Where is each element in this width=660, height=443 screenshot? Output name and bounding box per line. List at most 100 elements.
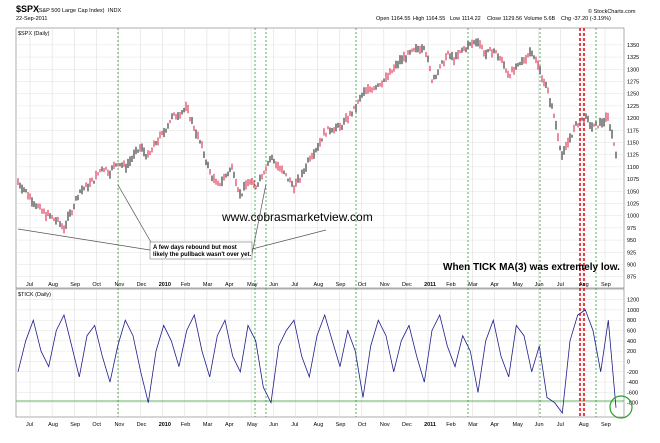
ohlc-stats: Open 1164.55 High 1164.55 Low 1114.22 Close… xyxy=(376,16,611,22)
x-tick-label: Feb xyxy=(446,422,455,428)
date-label: 22-Sep-2011 xyxy=(16,16,47,22)
callout-pointer xyxy=(17,228,151,251)
y-tick-label: 400 xyxy=(627,339,636,345)
y-tick-label: -400 xyxy=(627,380,638,386)
y-tick-label: 1250 xyxy=(627,92,639,98)
x-tick-label: Jun xyxy=(269,282,278,288)
x-tick-label: Apr xyxy=(490,282,499,288)
y-tick-label: -800 xyxy=(627,401,638,407)
y-tick-label: 1100 xyxy=(627,165,639,171)
x-tick-label: Aug xyxy=(48,282,58,288)
y-tick-label: 950 xyxy=(627,238,636,244)
stat-open: Open 1164.55 xyxy=(376,16,410,22)
y-tick-label: 800 xyxy=(627,318,636,324)
y-tick-label: 1225 xyxy=(627,104,639,110)
x-tick-label: Mar xyxy=(468,422,478,428)
y-tick-label: 1125 xyxy=(627,153,639,159)
exchange: INDX xyxy=(108,8,121,14)
x-tick-label: Nov xyxy=(380,422,390,428)
x-tick-label: May xyxy=(513,422,524,428)
y-axis: 875 900 925 950 975 1000 1025 1050 1075 1100 1125 1… xyxy=(627,43,639,407)
y-tick-label: 1325 xyxy=(627,55,639,61)
tick-panel-label: $TICK (Daily) xyxy=(18,292,51,298)
x-tick-label: Sep xyxy=(336,422,346,428)
y-tick-label: 1000 xyxy=(627,214,639,220)
y-tick-label: 1200 xyxy=(627,298,639,304)
y-tick-label: 925 xyxy=(627,250,636,256)
x-tick-label: Feb xyxy=(446,282,455,288)
y-tick-label: 600 xyxy=(627,329,636,335)
tick-series xyxy=(17,309,617,415)
stat-close: Close 1129.56 xyxy=(487,16,522,22)
y-tick-label: 1275 xyxy=(627,79,639,85)
x-tick-label: Aug xyxy=(314,422,324,428)
x-tick-label: Jun xyxy=(535,282,544,288)
x-tick-label: Nov xyxy=(114,422,124,428)
x-tick-label: May xyxy=(247,422,258,428)
callout: A few days rebound but most likely the p… xyxy=(17,183,327,260)
x-tick-label: Apr xyxy=(225,282,234,288)
x-tick-label: Dec xyxy=(402,282,412,288)
x-tick-label: Dec xyxy=(402,422,412,428)
y-tick-label: -600 xyxy=(627,390,638,396)
x-tick-label: Jun xyxy=(535,422,544,428)
x-tick-label: Apr xyxy=(225,422,234,428)
x-tick-label: Sep xyxy=(601,422,611,428)
price-panel-label: $SPX (Daily) xyxy=(18,31,50,37)
x-tick-label: 2011 xyxy=(424,422,436,428)
x-tick-label: Nov xyxy=(380,282,390,288)
x-tick-label: Apr xyxy=(490,422,499,428)
x-tick-label: Feb xyxy=(181,422,190,428)
x-tick-label: Sep xyxy=(336,282,346,288)
y-tick-label: 875 xyxy=(627,275,636,281)
x-tick-label: Sep xyxy=(70,422,80,428)
x-tick-label: Oct xyxy=(358,282,367,288)
x-tick-label: Oct xyxy=(92,282,101,288)
x-tick-label: Jul xyxy=(557,422,564,428)
x-tick-label: May xyxy=(513,282,524,288)
y-tick-label: 0 xyxy=(627,359,630,365)
x-tick-label: Mar xyxy=(468,282,478,288)
grid xyxy=(16,28,624,417)
x-tick-label: 2011 xyxy=(424,282,436,288)
x-tick-label: 2010 xyxy=(159,282,171,288)
symbol-name: (S&P 500 Large Cap Index) xyxy=(37,8,105,14)
x-axis: Jul Jul Aug Aug Sep Sep Oct Oct Nov Nov Dec Dec 2010… xyxy=(26,282,611,428)
tick-line xyxy=(17,309,617,415)
x-tick-label: Jul xyxy=(26,282,33,288)
site-watermark: www.cobrasmarketview.com xyxy=(221,210,373,224)
x-tick-label: Jul xyxy=(557,282,564,288)
x-tick-label: Mar xyxy=(203,282,213,288)
x-tick-label: Sep xyxy=(70,282,80,288)
y-tick-label: 1150 xyxy=(627,140,639,146)
x-tick-label: Aug xyxy=(314,282,324,288)
y-tick-label: 200 xyxy=(627,349,636,355)
y-tick-label: 1025 xyxy=(627,201,639,207)
price-panel xyxy=(15,27,625,289)
callout-line-1: A few days rebound but most xyxy=(153,245,237,251)
x-tick-label: Jul xyxy=(291,422,298,428)
x-tick-label: Jul xyxy=(26,422,33,428)
x-tick-label: Oct xyxy=(358,422,367,428)
x-tick-label: Jul xyxy=(291,282,298,288)
y-tick-label: 1350 xyxy=(627,43,639,49)
x-tick-label: Dec xyxy=(137,422,147,428)
y-tick-label: 900 xyxy=(627,262,636,268)
x-tick-label: Feb xyxy=(181,282,190,288)
stat-high: High 1164.55 xyxy=(413,16,445,22)
y-tick-label: 1175 xyxy=(627,128,639,134)
y-tick-label: 1200 xyxy=(627,116,639,122)
callout-pointer xyxy=(251,183,267,255)
stat-low: Low 1114.22 xyxy=(450,16,481,22)
x-tick-label: Dec xyxy=(137,282,147,288)
x-tick-label: 2010 xyxy=(159,422,171,428)
x-tick-label: Sep xyxy=(601,282,611,288)
callout-box xyxy=(149,241,253,260)
callout-line-2: likely the pullback wasn't over yet. xyxy=(153,252,251,258)
y-tick-label: 1050 xyxy=(627,189,639,195)
x-tick-label: May xyxy=(247,282,258,288)
y-tick-label: 1000 xyxy=(627,308,639,314)
tick-panel xyxy=(15,288,625,418)
stat-volume: Volume 5.6B xyxy=(524,16,556,22)
